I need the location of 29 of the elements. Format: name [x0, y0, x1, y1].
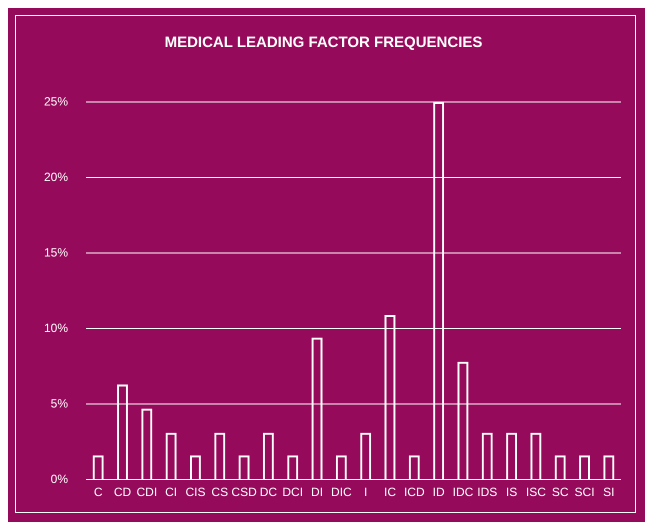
x-tick-label: SI: [603, 485, 615, 500]
x-tick-label: CD: [114, 485, 132, 500]
x-tick-label: IDS: [477, 485, 498, 500]
x-tick-label: ISC: [526, 485, 546, 500]
x-tick-label: CSD: [231, 485, 258, 500]
chart-title: MEDICAL LEADING FACTOR FREQUENCIES: [164, 34, 482, 52]
x-tick-label: DCI: [282, 485, 304, 500]
x-tick-label: DI: [311, 485, 324, 500]
x-tick-label: IC: [384, 485, 396, 500]
x-tick-label: IDC: [452, 485, 474, 500]
x-tick-label: CIS: [185, 485, 206, 500]
x-tick-label: CS: [211, 485, 228, 500]
x-tick-label: C: [94, 485, 103, 500]
y-tick-label: 10%: [44, 320, 68, 335]
x-tick-label: CI: [165, 485, 178, 500]
y-tick-label: 0%: [50, 472, 68, 486]
y-tick-label: 5%: [50, 396, 68, 410]
x-tick-label: ICD: [404, 485, 425, 500]
x-tick-label: DC: [260, 485, 278, 500]
x-tick-label: IS: [506, 485, 518, 500]
y-tick-label: 20%: [44, 170, 68, 184]
x-tick-label: ID: [432, 485, 445, 500]
x-tick-label: SC: [552, 485, 569, 500]
x-tick-label: SCI: [574, 485, 595, 500]
x-tick-label: I: [364, 485, 368, 500]
x-tick-label: CDI: [136, 485, 158, 500]
x-tick-label: DIC: [331, 485, 352, 500]
y-tick-label: 25%: [44, 94, 68, 108]
y-tick-label: 15%: [44, 245, 68, 260]
